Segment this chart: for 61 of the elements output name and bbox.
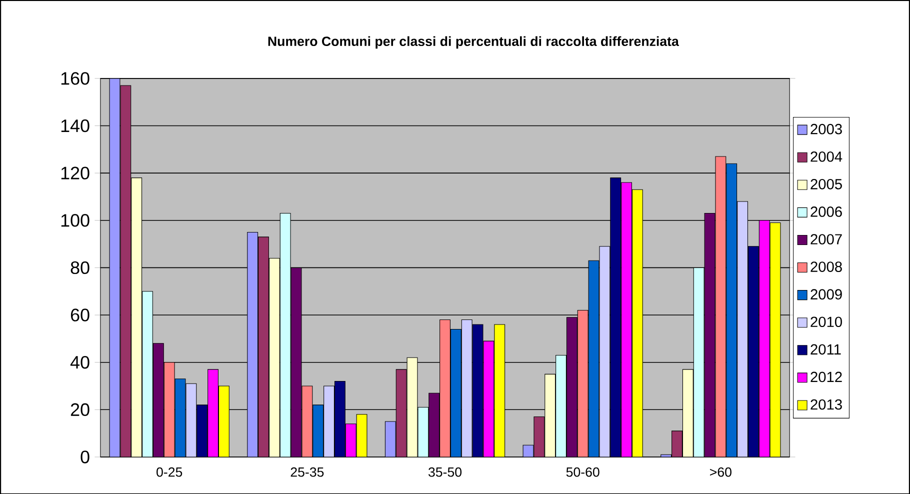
x-tick-label: 35-50 <box>428 467 462 477</box>
y-tick-label: 80 <box>70 261 90 274</box>
y-tick-label: 120 <box>61 166 90 180</box>
bar <box>472 324 484 457</box>
legend-label: 2006 <box>810 206 842 217</box>
bar <box>258 236 269 457</box>
y-tick-label: 40 <box>70 356 90 368</box>
legend-label: 2007 <box>810 234 842 244</box>
y-tick-label: 140 <box>61 119 90 132</box>
y-tick-label: 20 <box>70 403 90 416</box>
bar <box>599 246 610 457</box>
bar <box>715 156 726 457</box>
bar <box>164 362 175 457</box>
y-tick-label: 60 <box>70 308 90 322</box>
bar <box>396 368 407 457</box>
bar <box>268 258 280 457</box>
legend-label: 2011 <box>810 344 841 354</box>
bar <box>324 385 334 457</box>
y-tick-label: 100 <box>61 214 90 227</box>
x-tick-label: >60 <box>710 467 732 477</box>
bar <box>494 324 506 457</box>
chart-title: Numero Comuni per classi di percentuali di raccolta differenziata <box>268 36 679 48</box>
bar <box>748 246 759 457</box>
bar <box>186 383 197 457</box>
bar <box>334 380 346 457</box>
bar <box>120 85 132 457</box>
legend-label: 2003 <box>810 124 842 134</box>
bar <box>131 177 142 457</box>
bar <box>196 404 208 457</box>
bar <box>428 392 440 457</box>
bar <box>672 430 682 457</box>
bar <box>461 319 472 457</box>
x-tick-label: 0-25 <box>156 467 182 477</box>
bar <box>770 222 781 457</box>
bar <box>566 316 578 457</box>
x-tick-label: 25-35 <box>290 467 324 477</box>
bar <box>152 342 164 457</box>
bar <box>356 414 368 457</box>
legend-label: 2012 <box>810 372 842 382</box>
bar <box>610 177 622 457</box>
legend-label: 2004 <box>810 151 842 162</box>
bar <box>290 267 302 457</box>
legend-label: 2010 <box>810 316 842 327</box>
bar <box>737 200 748 457</box>
bar <box>544 374 556 457</box>
legend-label: 2013 <box>810 399 842 410</box>
y-tick-label: 160 <box>61 72 90 85</box>
bar <box>302 385 313 457</box>
bar <box>218 385 230 457</box>
bar <box>406 357 418 457</box>
bar <box>632 189 643 457</box>
legend-label: 2005 <box>810 178 842 190</box>
bar <box>682 368 694 457</box>
bar <box>577 310 588 457</box>
x-tick-label: 50-60 <box>566 467 600 477</box>
legend-label: 2008 <box>810 261 842 272</box>
legend-label: 2009 <box>810 288 842 300</box>
bar <box>534 416 545 457</box>
bar <box>704 212 716 457</box>
y-tick-label: 0 <box>80 450 90 464</box>
bar <box>440 319 450 457</box>
